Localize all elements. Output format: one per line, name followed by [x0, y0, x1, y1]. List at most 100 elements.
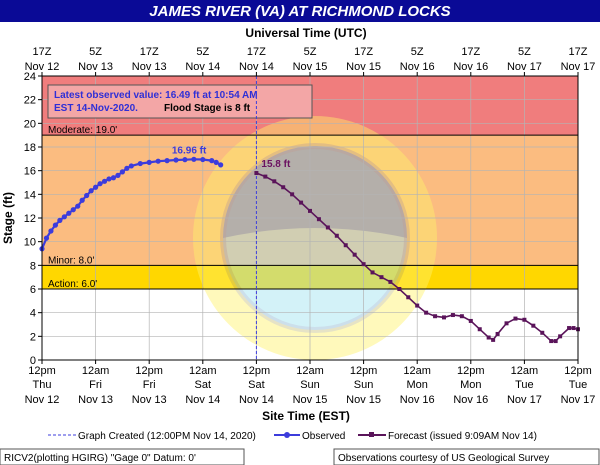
bottom-tick-label-date: Nov 13 — [78, 394, 113, 406]
observed-point — [164, 158, 170, 164]
y-tick-label: 2 — [30, 331, 36, 343]
noaa-watermark-logo — [193, 116, 437, 360]
forecast-point — [343, 243, 348, 248]
observed-point — [218, 162, 224, 168]
y-tick-label: 8 — [30, 260, 36, 272]
legend-forecast-marker — [369, 432, 374, 437]
bottom-tick-label-day: Fri — [143, 379, 156, 391]
y-tick-label: 20 — [24, 118, 36, 130]
observed-point — [106, 176, 112, 182]
forecast-point — [263, 174, 268, 179]
y-tick-label: 24 — [24, 71, 36, 83]
top-tick-label-date: Nov 13 — [132, 61, 167, 73]
top-tick-label-date: Nov 17 — [561, 61, 596, 73]
bottom-tick-label-time: 12am — [511, 365, 539, 377]
bottom-tick-label-day: Thu — [33, 379, 52, 391]
forecast-point — [316, 217, 321, 222]
forecast-point — [370, 270, 375, 275]
bottom-tick-label-day: Sun — [354, 379, 374, 391]
info-flood-stage: Flood Stage is 8 ft — [164, 103, 251, 114]
forecast-point — [442, 315, 446, 320]
y-tick-label: 14 — [24, 189, 36, 201]
top-tick-label: 17Z — [461, 46, 480, 58]
observed-point — [75, 203, 81, 209]
top-tick-label: 17Z — [247, 46, 266, 58]
bottom-tick-label-date: Nov 16 — [453, 394, 488, 406]
legend-forecast: Forecast (issued 9:09AM Nov 14) — [388, 431, 537, 442]
forecast-point — [299, 200, 304, 205]
observed-point — [191, 156, 197, 162]
band-label-action: Action: 6.0' — [48, 279, 97, 290]
bottom-tick-label-date: Nov 17 — [561, 394, 596, 406]
top-axis-title: Universal Time (UTC) — [245, 26, 366, 40]
forecast-point — [272, 179, 277, 184]
forecast-point — [308, 208, 312, 213]
forecast-point — [379, 275, 384, 280]
bottom-tick-label-time: 12am — [296, 365, 324, 377]
bottom-tick-label-time: 12pm — [350, 365, 378, 377]
bottom-tick-label-date: Nov 14 — [185, 394, 220, 406]
footer-courtesy: Observations courtesy of US Geological S… — [338, 453, 549, 464]
observed-point — [97, 181, 103, 187]
y-tick-label: 22 — [24, 95, 36, 107]
forecast-point — [477, 327, 482, 332]
bottom-tick-label-date: Nov 15 — [346, 394, 381, 406]
observed-point — [128, 163, 134, 169]
forecast-point — [254, 171, 259, 176]
bottom-tick-label-time: 12am — [82, 365, 110, 377]
observed-point — [115, 172, 121, 178]
observed-point — [119, 169, 125, 175]
bottom-tick-label-time: 12am — [189, 365, 217, 377]
bottom-tick-label-time: 12pm — [28, 365, 56, 377]
info-box: Latest observed value: 16.49 ft at 10:54… — [47, 84, 313, 119]
top-tick-label: 5Z — [304, 46, 317, 58]
y-axis-title: Stage (ft) — [1, 192, 15, 244]
forecast-point — [468, 318, 473, 323]
bottom-tick-label-day: Fri — [89, 379, 102, 391]
bottom-tick-label-day: Sat — [248, 379, 265, 391]
forecast-point — [491, 337, 496, 342]
observed-point — [43, 235, 50, 241]
observed-point — [48, 228, 54, 234]
observed-point — [70, 207, 76, 213]
observed-point — [213, 159, 219, 165]
top-tick-label: 17Z — [354, 46, 373, 58]
forecast-point — [504, 321, 509, 326]
top-tick-label-date: Nov 14 — [185, 61, 220, 73]
info-date: EST 14-Nov-2020. — [54, 103, 138, 114]
observed-point — [52, 222, 59, 228]
bottom-tick-label-date: Nov 15 — [293, 394, 328, 406]
forecast-point — [486, 335, 491, 340]
forecast-point — [290, 192, 295, 197]
observed-point — [57, 217, 63, 223]
top-tick-label-date: Nov 13 — [78, 61, 113, 73]
y-tick-label: 0 — [30, 355, 36, 367]
y-tick-label: 16 — [24, 166, 36, 178]
bottom-tick-label-time: 12pm — [457, 365, 485, 377]
top-tick-label: 5Z — [518, 46, 531, 58]
top-tick-label: 5Z — [411, 46, 424, 58]
legend-observed: Observed — [302, 431, 345, 442]
forecast-point — [549, 339, 554, 344]
observed-point — [110, 175, 117, 181]
top-tick-label-date: Nov 17 — [507, 61, 542, 73]
y-tick-label: 18 — [24, 142, 36, 154]
forecast-point — [513, 316, 518, 321]
observed-point — [79, 197, 85, 203]
bottom-tick-label-day: Sun — [300, 379, 320, 391]
band-label-minor: Minor: 8.0' — [48, 255, 94, 266]
y-tick-label: 6 — [30, 284, 36, 296]
observed-point — [101, 178, 108, 184]
observed-point — [155, 158, 161, 164]
footer-datum: RICV2(plotting HGIRG) "Gage 0" Datum: 0' — [4, 453, 196, 464]
top-tick-label: 5Z — [89, 46, 102, 58]
observed-point — [146, 159, 152, 165]
top-tick-label-date: Nov 16 — [400, 61, 435, 73]
forecast-point — [522, 317, 527, 322]
bottom-tick-label-date: Nov 17 — [507, 394, 542, 406]
forecast-point — [571, 326, 576, 331]
bottom-tick-label-day: Mon — [406, 379, 427, 391]
y-tick-label: 12 — [24, 213, 36, 225]
forecast-point — [406, 295, 411, 300]
bottom-tick-label-date: Nov 12 — [25, 394, 60, 406]
